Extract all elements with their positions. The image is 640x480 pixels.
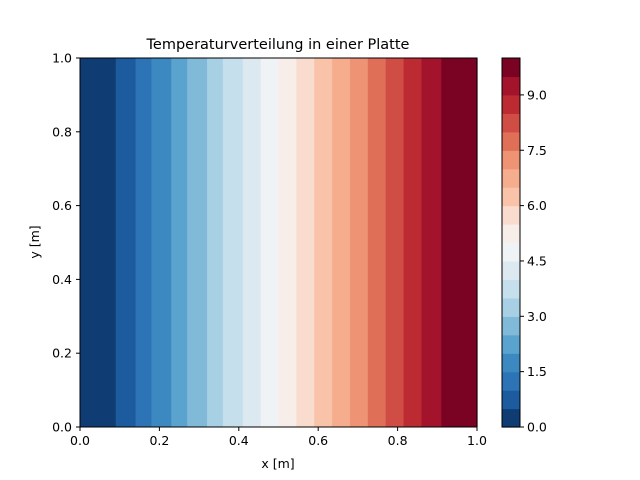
colorbar-level <box>502 260 520 280</box>
colorbar <box>502 58 520 428</box>
chart-title: Temperaturverteilung in einer Platte <box>146 37 410 53</box>
heatmap-band <box>296 58 315 427</box>
colorbar-level <box>502 76 520 96</box>
y-axis-label: y [m] <box>27 225 42 258</box>
x-tick-label: 0.4 <box>229 433 249 448</box>
x-axis-label: x [m] <box>261 456 294 471</box>
heatmap-band <box>242 58 262 427</box>
colorbar-axis: 0.0 1.5 3.0 4.5 6.0 7.5 9.0 <box>520 87 547 435</box>
colorbar-tick-label: 3.0 <box>527 309 547 324</box>
heatmap-band <box>260 58 280 427</box>
heatmap-band <box>421 58 442 427</box>
colorbar-level <box>502 168 520 188</box>
heatmap-band <box>332 58 351 427</box>
x-tick-label: 0.6 <box>308 433 328 448</box>
x-tick-label: 0.8 <box>388 433 408 448</box>
colorbar-tick-label: 4.5 <box>527 253 547 268</box>
colorbar-level <box>502 408 520 428</box>
y-axis: 0.0 0.2 0.4 0.6 0.8 1.0 <box>52 51 80 435</box>
heatmap-band <box>171 58 188 427</box>
heatmap-band <box>222 58 244 427</box>
colorbar-level <box>502 334 520 354</box>
x-axis: 0.0 0.2 0.4 0.6 0.8 1.0 <box>70 427 487 448</box>
heatmap-band <box>115 58 137 427</box>
colorbar-level <box>502 242 520 262</box>
heatmap-band <box>314 58 333 427</box>
plot-area <box>80 58 478 427</box>
colorbar-level <box>502 279 520 299</box>
colorbar-level <box>502 150 520 170</box>
heatmap-band <box>385 58 405 427</box>
colorbar-level <box>502 131 520 151</box>
colorbar-tick-label: 7.5 <box>527 143 547 158</box>
x-tick-label: 0.0 <box>70 433 90 448</box>
colorbar-level <box>502 58 520 78</box>
y-tick-label: 0.2 <box>52 346 72 361</box>
x-tick-label: 1.0 <box>467 433 487 448</box>
colorbar-level <box>502 187 520 207</box>
colorbar-tick-label: 1.5 <box>527 364 547 379</box>
heatmap-band <box>403 58 423 427</box>
heatmap-band <box>135 58 153 427</box>
colorbar-level <box>502 113 520 133</box>
colorbar-tick-label: 0.0 <box>527 420 547 435</box>
heatmap-band <box>349 58 369 427</box>
heatmap-band <box>151 58 172 427</box>
heatmap-band <box>278 58 297 427</box>
colorbar-level <box>502 371 520 391</box>
colorbar-tick-label: 9.0 <box>527 87 547 102</box>
colorbar-level <box>502 224 520 244</box>
plot-frame <box>79 57 478 428</box>
heatmap-band <box>367 58 387 427</box>
y-tick-label: 0.6 <box>52 198 72 213</box>
y-tick-label: 1.0 <box>52 51 72 66</box>
heatmap-band <box>441 58 478 427</box>
colorbar-frame <box>501 57 521 428</box>
heatmap-band <box>187 58 208 427</box>
colorbar-level <box>502 297 520 317</box>
colorbar-level <box>502 205 520 225</box>
heatmap-band <box>80 58 117 427</box>
colorbar-level <box>502 94 520 114</box>
y-tick-label: 0.4 <box>52 272 72 287</box>
colorbar-level <box>502 353 520 373</box>
heatmap-band <box>207 58 224 427</box>
y-tick-label: 0.8 <box>52 124 72 139</box>
y-tick-label: 0.0 <box>52 420 72 435</box>
x-tick-label: 0.2 <box>149 433 169 448</box>
colorbar-level <box>502 390 520 410</box>
colorbar-level <box>502 316 520 336</box>
colorbar-tick-label: 6.0 <box>527 198 547 213</box>
